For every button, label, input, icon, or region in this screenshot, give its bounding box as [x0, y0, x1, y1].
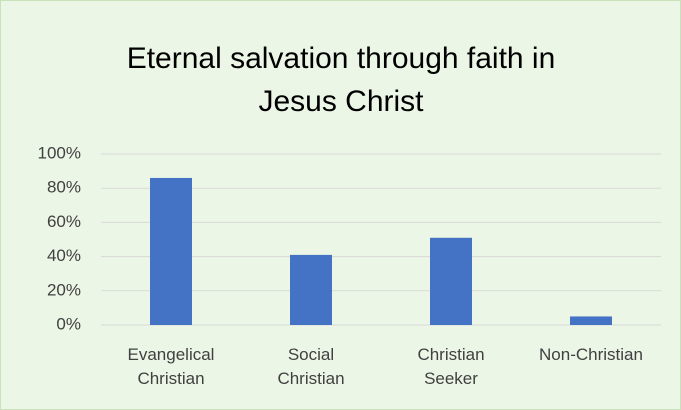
bar: [150, 177, 192, 325]
x-tick-label: Evangelical Christian: [127, 345, 215, 388]
y-tick-label: 20%: [47, 280, 81, 299]
bar: [290, 254, 332, 325]
x-tick-label: Non-Christian: [539, 345, 643, 364]
y-tick-label: 100%: [38, 143, 81, 162]
y-tick-label: 40%: [47, 246, 81, 265]
y-tick-label: 80%: [47, 178, 81, 197]
bar: [430, 237, 472, 325]
y-tick-label: 0%: [56, 314, 81, 333]
y-tick-label: 60%: [47, 212, 81, 231]
x-tick-label: Social Christian: [277, 345, 345, 388]
x-tick-label: Christian Seeker: [417, 345, 485, 388]
bar: [570, 316, 612, 325]
chart-title: Eternal salvation through faith in Jesus…: [126, 42, 556, 118]
